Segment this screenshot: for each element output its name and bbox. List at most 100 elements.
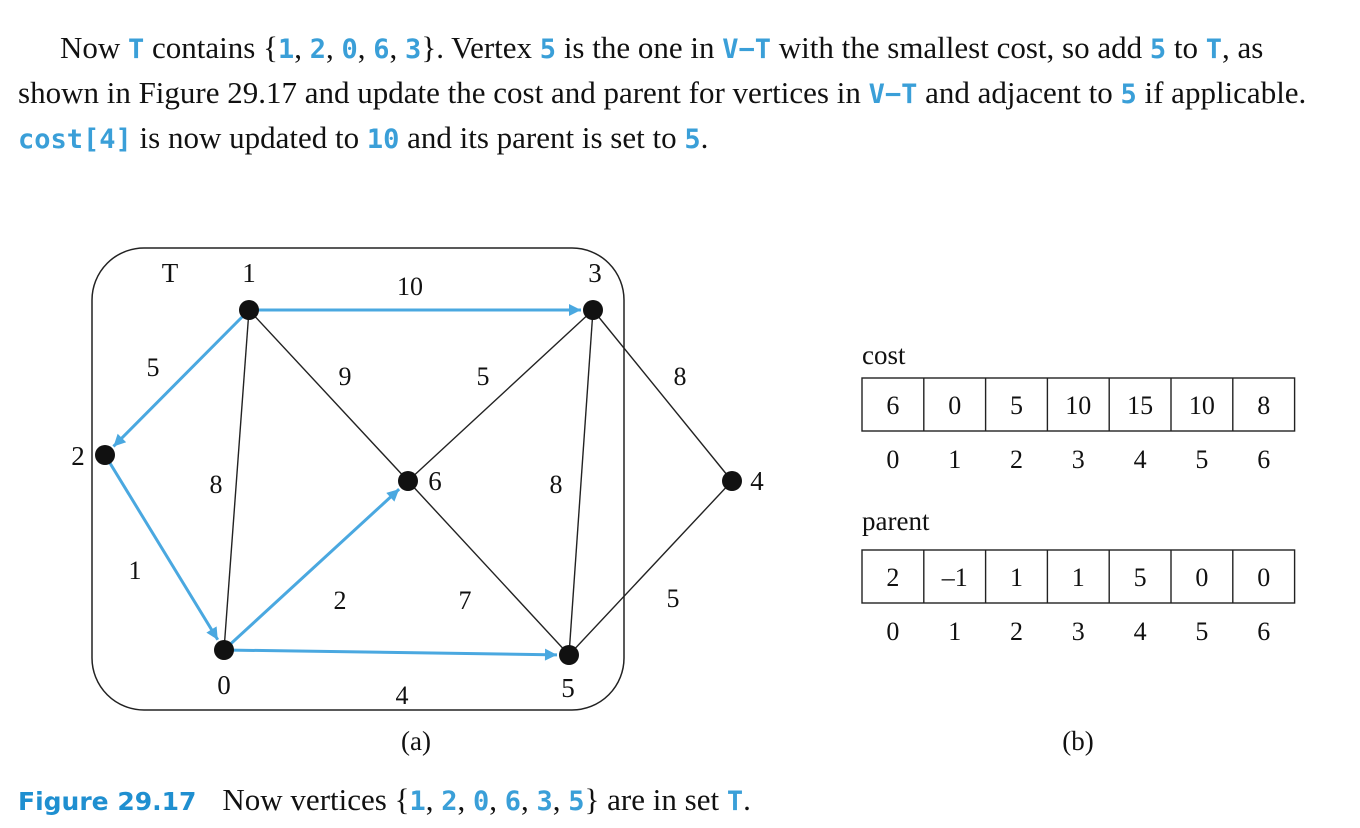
text: , <box>521 782 537 817</box>
cost-value-2: 5 <box>1010 391 1023 420</box>
cost-index-6: 6 <box>1257 445 1270 474</box>
text: is now updated to <box>131 120 367 155</box>
vertex-5 <box>559 645 579 665</box>
code-V-minus-T: V−T <box>868 79 918 110</box>
vertex-label-1: 1 <box>242 258 256 288</box>
edge-weight-2-0: 1 <box>129 556 142 585</box>
code-vertex: 0 <box>341 34 358 65</box>
code-vertex: 0 <box>472 786 490 817</box>
cost-value-4: 15 <box>1127 391 1153 420</box>
edge-group <box>103 304 733 661</box>
text: , <box>552 782 569 817</box>
body-paragraph: Now T contains {1, 2, 0, 6, 3}. Vertex 5… <box>18 26 1348 161</box>
figure-caption: Figure 29.17 Now vertices {1, 2, 0, 6, 3,… <box>18 782 751 818</box>
weight-label-group: 10 5 1 2 4 8 9 5 7 8 8 5 <box>129 272 687 710</box>
cost-value-1: 0 <box>948 391 961 420</box>
code-cost4: cost[4] <box>18 124 132 155</box>
tree-edge-2-0 <box>103 454 220 641</box>
code-vertex: 3 <box>405 34 422 65</box>
text: if applicable. <box>1136 75 1307 110</box>
parent-value-2: 1 <box>1010 563 1023 592</box>
code-vertex: 5 <box>1149 34 1167 65</box>
set-T-label: T <box>162 258 179 288</box>
edge-weight-3-4: 8 <box>674 362 687 391</box>
cost-index-5: 5 <box>1195 445 1208 474</box>
text: to <box>1166 30 1206 65</box>
figure-number: Figure 29.17 <box>18 787 197 816</box>
cost-value-3: 10 <box>1065 391 1091 420</box>
cost-index-3: 3 <box>1072 445 1085 474</box>
vertex-label-6: 6 <box>428 466 442 496</box>
edge-3-5 <box>568 309 594 656</box>
text: , <box>294 30 310 65</box>
parent-array-frame <box>861 549 1296 604</box>
text: is the one in <box>556 30 723 65</box>
edge-1-6 <box>248 309 409 482</box>
vertex-3 <box>583 300 603 320</box>
panel-a-label: (a) <box>401 726 431 756</box>
code-T: T <box>1205 34 1223 65</box>
tree-edge-0-5 <box>223 648 558 661</box>
cost-index-1: 1 <box>948 445 961 474</box>
edge-3-4 <box>592 309 733 482</box>
edge-weight-0-5: 4 <box>396 681 409 710</box>
parent-index-2: 2 <box>1010 617 1023 646</box>
code-vertex: 2 <box>441 786 458 817</box>
parent-value-1: –1 <box>941 563 968 592</box>
vertex-label-2: 2 <box>71 441 85 471</box>
vertex-label-4: 4 <box>750 466 764 496</box>
cost-index-4: 4 <box>1134 445 1147 474</box>
cost-index-0: 0 <box>886 445 899 474</box>
text: , <box>425 782 442 817</box>
code-vertex: 2 <box>309 34 327 65</box>
edge-1-0 <box>223 309 250 651</box>
vertex-label-group: 0 1 2 3 4 5 6 <box>71 258 764 703</box>
text: , <box>326 30 342 65</box>
parent-value-6: 0 <box>1257 563 1270 592</box>
code-T: T <box>726 786 744 817</box>
code-vertex: 5 <box>568 786 585 817</box>
code-vertex: 5 <box>684 124 701 155</box>
parent-value-4: 5 <box>1134 563 1147 592</box>
edge-weight-6-3: 5 <box>477 362 490 391</box>
text: Now <box>60 30 129 65</box>
vertex-0 <box>214 640 234 660</box>
edge-weight-1-3: 10 <box>397 272 423 301</box>
text: , <box>489 782 505 817</box>
parent-index-5: 5 <box>1195 617 1208 646</box>
parent-index-6: 6 <box>1257 617 1270 646</box>
edge-weight-3-5: 8 <box>550 470 563 499</box>
edge-5-4 <box>568 480 733 656</box>
vertex-4 <box>722 471 742 491</box>
edge-weight-5-4: 5 <box>667 584 680 613</box>
code-T: T <box>128 34 145 65</box>
parent-index-3: 3 <box>1072 617 1085 646</box>
edge-weight-0-6: 2 <box>334 586 347 615</box>
code-V-minus-T: V−T <box>722 34 772 65</box>
tree-edge-0-6 <box>222 488 401 652</box>
text: Now vertices { <box>222 782 410 817</box>
vertex-group <box>95 300 742 665</box>
parent-index-0: 0 <box>886 617 899 646</box>
code-vertex: 1 <box>409 786 426 817</box>
code-vertex: 5 <box>1120 79 1137 110</box>
code-vertex: 6 <box>504 786 522 817</box>
edge-weight-1-6: 9 <box>339 362 352 391</box>
text: , <box>357 30 374 65</box>
code-vertex: 6 <box>373 34 390 65</box>
edge-6-3 <box>407 309 594 482</box>
vertex-1 <box>239 300 259 320</box>
parent-array: 2 0 –1 1 1 2 1 3 5 4 0 5 0 6 <box>861 549 1296 646</box>
parent-value-3: 1 <box>1072 563 1085 592</box>
edge-6-5 <box>407 480 570 656</box>
code-vertex: 3 <box>536 786 553 817</box>
vertex-label-0: 0 <box>217 670 231 700</box>
set-T-boundary <box>91 247 625 711</box>
vertex-label-5: 5 <box>561 673 575 703</box>
parent-index-4: 4 <box>1134 617 1147 646</box>
text: , as shown in Figure 29.17 and update th… <box>18 30 1264 110</box>
tree-edge-1-2 <box>112 308 251 448</box>
text: }. Vertex <box>421 30 540 65</box>
